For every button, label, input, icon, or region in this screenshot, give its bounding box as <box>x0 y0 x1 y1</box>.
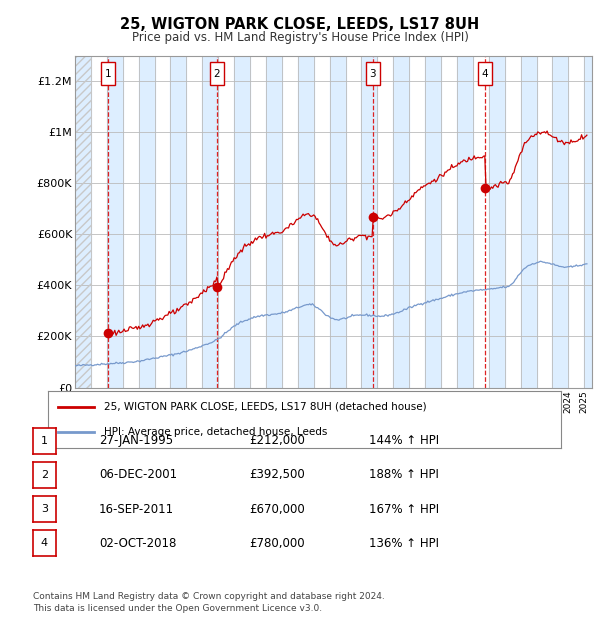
Text: 3: 3 <box>370 69 376 79</box>
Bar <box>139 56 155 388</box>
Bar <box>393 56 409 388</box>
Text: 1: 1 <box>41 436 48 446</box>
Bar <box>425 56 441 388</box>
FancyBboxPatch shape <box>478 62 492 85</box>
Text: This data is licensed under the Open Government Licence v3.0.: This data is licensed under the Open Gov… <box>33 604 322 613</box>
Bar <box>553 56 568 388</box>
Text: 1: 1 <box>105 69 112 79</box>
Bar <box>75 56 91 388</box>
Bar <box>489 56 505 388</box>
Bar <box>457 56 473 388</box>
Text: £670,000: £670,000 <box>249 503 305 515</box>
Text: 06-DEC-2001: 06-DEC-2001 <box>99 469 177 481</box>
Bar <box>329 56 346 388</box>
Bar <box>361 56 377 388</box>
Bar <box>266 56 282 388</box>
FancyBboxPatch shape <box>365 62 380 85</box>
FancyBboxPatch shape <box>210 62 224 85</box>
Text: £212,000: £212,000 <box>249 435 305 447</box>
Text: 144% ↑ HPI: 144% ↑ HPI <box>369 435 439 447</box>
Text: 167% ↑ HPI: 167% ↑ HPI <box>369 503 439 515</box>
Text: 2: 2 <box>214 69 220 79</box>
Bar <box>234 56 250 388</box>
Bar <box>298 56 314 388</box>
Text: 188% ↑ HPI: 188% ↑ HPI <box>369 469 439 481</box>
Text: £780,000: £780,000 <box>249 537 305 549</box>
Bar <box>107 56 123 388</box>
Text: £392,500: £392,500 <box>249 469 305 481</box>
Text: 3: 3 <box>41 504 48 514</box>
FancyBboxPatch shape <box>101 62 115 85</box>
Text: 4: 4 <box>41 538 48 548</box>
Bar <box>75 56 91 388</box>
Text: 25, WIGTON PARK CLOSE, LEEDS, LS17 8UH: 25, WIGTON PARK CLOSE, LEEDS, LS17 8UH <box>121 17 479 32</box>
Text: Price paid vs. HM Land Registry's House Price Index (HPI): Price paid vs. HM Land Registry's House … <box>131 31 469 44</box>
Bar <box>170 56 187 388</box>
Bar <box>202 56 218 388</box>
Bar <box>521 56 536 388</box>
Text: Contains HM Land Registry data © Crown copyright and database right 2024.: Contains HM Land Registry data © Crown c… <box>33 592 385 601</box>
Text: 27-JAN-1995: 27-JAN-1995 <box>99 435 173 447</box>
Text: 16-SEP-2011: 16-SEP-2011 <box>99 503 174 515</box>
Text: 4: 4 <box>481 69 488 79</box>
Text: HPI: Average price, detached house, Leeds: HPI: Average price, detached house, Leed… <box>104 427 328 436</box>
Text: 2: 2 <box>41 470 48 480</box>
Text: 02-OCT-2018: 02-OCT-2018 <box>99 537 176 549</box>
Text: 25, WIGTON PARK CLOSE, LEEDS, LS17 8UH (detached house): 25, WIGTON PARK CLOSE, LEEDS, LS17 8UH (… <box>104 402 427 412</box>
Bar <box>584 56 600 388</box>
Text: 136% ↑ HPI: 136% ↑ HPI <box>369 537 439 549</box>
